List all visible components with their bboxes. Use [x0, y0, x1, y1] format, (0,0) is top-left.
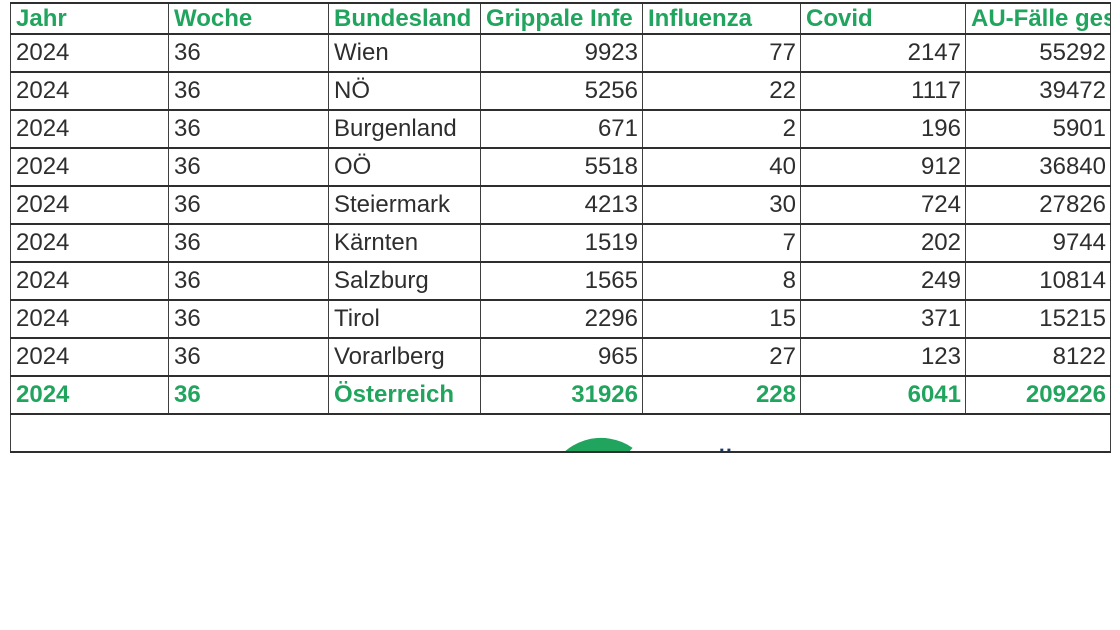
- table-row: 2024 36 Wien 9923 77 2147 55292: [10, 33, 1111, 73]
- total-row: 2024 36 Österreich 31926 228 6041 209226: [10, 375, 1111, 415]
- cell-influenza: 15: [642, 299, 801, 339]
- cell-influenza: 2: [642, 109, 801, 149]
- cell-covid: 249: [800, 261, 966, 301]
- cell-grippale-infekte: 5518: [480, 147, 643, 187]
- table-row: 2024 36 Steiermark 4213 30 724 27826: [10, 185, 1111, 225]
- header-grippale-infekte: Grippale Infe: [480, 2, 643, 35]
- cell-bundesland: Vorarlberg: [328, 337, 481, 377]
- header-row: Jahr Woche Bundesland Grippale Infe Infl…: [10, 2, 1111, 35]
- total-cell-covid: 6041: [800, 375, 966, 415]
- table-row: 2024 36 Salzburg 1565 8 249 10814: [10, 261, 1111, 301]
- cell-influenza: 22: [642, 71, 801, 111]
- cell-jahr: 2024: [10, 223, 169, 263]
- cell-bundesland: Kärnten: [328, 223, 481, 263]
- cell-influenza: 27: [642, 337, 801, 377]
- cell-bundesland: Burgenland: [328, 109, 481, 149]
- data-table: Jahr Woche Bundesland Grippale Infe Infl…: [10, 2, 1111, 453]
- logo-row: Österreichische Gesundheitskasse: [10, 413, 1111, 453]
- header-au-faelle-gesamt: AU-Fälle gesa: [965, 2, 1111, 35]
- cell-grippale-infekte: 671: [480, 109, 643, 149]
- cell-grippale-infekte: 4213: [480, 185, 643, 225]
- table-row: 2024 36 NÖ 5256 22 1117 39472: [10, 71, 1111, 111]
- table-row: 2024 36 Burgenland 671 2 196 5901: [10, 109, 1111, 149]
- cell-au-faelle-gesamt: 27826: [965, 185, 1111, 225]
- cell-au-faelle-gesamt: 55292: [965, 33, 1111, 73]
- cell-woche: 36: [168, 185, 329, 225]
- cell-woche: 36: [168, 299, 329, 339]
- table-row: 2024 36 Vorarlberg 965 27 123 8122: [10, 337, 1111, 377]
- total-cell-influenza: 228: [642, 375, 801, 415]
- cell-woche: 36: [168, 337, 329, 377]
- cell-au-faelle-gesamt: 8122: [965, 337, 1111, 377]
- cell-woche: 36: [168, 71, 329, 111]
- cell-covid: 2147: [800, 33, 966, 73]
- header-bundesland: Bundesland: [328, 2, 481, 35]
- header-influenza: Influenza: [642, 2, 801, 35]
- cell-jahr: 2024: [10, 109, 169, 149]
- cell-covid: 371: [800, 299, 966, 339]
- cell-covid: 123: [800, 337, 966, 377]
- cell-au-faelle-gesamt: 10814: [965, 261, 1111, 301]
- cell-au-faelle-gesamt: 9744: [965, 223, 1111, 263]
- table-row: 2024 36 Tirol 2296 15 371 15215: [10, 299, 1111, 339]
- cell-influenza: 77: [642, 33, 801, 73]
- cell-grippale-infekte: 5256: [480, 71, 643, 111]
- cell-bundesland: OÖ: [328, 147, 481, 187]
- oegk-logo-icon: [566, 437, 633, 450]
- cell-influenza: 7: [642, 223, 801, 263]
- table-row: 2024 36 OÖ 5518 40 912 36840: [10, 147, 1111, 187]
- cell-covid: 202: [800, 223, 966, 263]
- header-covid: Covid: [800, 2, 966, 35]
- cell-influenza: 8: [642, 261, 801, 301]
- cell-covid: 912: [800, 147, 966, 187]
- cell-jahr: 2024: [10, 337, 169, 377]
- logo-text: Österreichische Gesundheitskasse: [711, 447, 1046, 450]
- cell-woche: 36: [168, 109, 329, 149]
- cell-jahr: 2024: [10, 261, 169, 301]
- cell-woche: 36: [168, 261, 329, 301]
- cell-grippale-infekte: 965: [480, 337, 643, 377]
- cell-jahr: 2024: [10, 33, 169, 73]
- cell-influenza: 30: [642, 185, 801, 225]
- cell-grippale-infekte: 1519: [480, 223, 643, 263]
- logo-cell: Österreichische Gesundheitskasse: [10, 413, 1111, 453]
- cell-bundesland: Tirol: [328, 299, 481, 339]
- total-cell-jahr: 2024: [10, 375, 169, 415]
- cell-au-faelle-gesamt: 36840: [965, 147, 1111, 187]
- cell-bundesland: Salzburg: [328, 261, 481, 301]
- cell-bundesland: NÖ: [328, 71, 481, 111]
- total-cell-au-faelle-gesamt: 209226: [965, 375, 1111, 415]
- cell-woche: 36: [168, 223, 329, 263]
- cell-covid: 724: [800, 185, 966, 225]
- table-wrap: Jahr Woche Bundesland Grippale Infe Infl…: [10, 2, 1111, 453]
- cell-au-faelle-gesamt: 5901: [965, 109, 1111, 149]
- cell-woche: 36: [168, 147, 329, 187]
- total-cell-woche: 36: [168, 375, 329, 415]
- header-jahr: Jahr: [10, 2, 169, 35]
- header-woche: Woche: [168, 2, 329, 35]
- cell-bundesland: Steiermark: [328, 185, 481, 225]
- cell-grippale-infekte: 1565: [480, 261, 643, 301]
- cell-bundesland: Wien: [328, 33, 481, 73]
- table-row: 2024 36 Kärnten 1519 7 202 9744: [10, 223, 1111, 263]
- total-cell-grippale-infekte: 31926: [480, 375, 643, 415]
- cell-grippale-infekte: 2296: [480, 299, 643, 339]
- cell-jahr: 2024: [10, 299, 169, 339]
- cell-au-faelle-gesamt: 15215: [965, 299, 1111, 339]
- cell-covid: 1117: [800, 71, 966, 111]
- cell-covid: 196: [800, 109, 966, 149]
- cell-grippale-infekte: 9923: [480, 33, 643, 73]
- total-cell-bundesland: Österreich: [328, 375, 481, 415]
- table-body: 2024 36 Wien 9923 77 2147 55292 2024 36 …: [10, 33, 1111, 377]
- cell-influenza: 40: [642, 147, 801, 187]
- cell-jahr: 2024: [10, 147, 169, 187]
- cell-jahr: 2024: [10, 185, 169, 225]
- cell-jahr: 2024: [10, 71, 169, 111]
- cell-au-faelle-gesamt: 39472: [965, 71, 1111, 111]
- logo-line1: Österreichische: [711, 447, 1046, 450]
- cell-woche: 36: [168, 33, 329, 73]
